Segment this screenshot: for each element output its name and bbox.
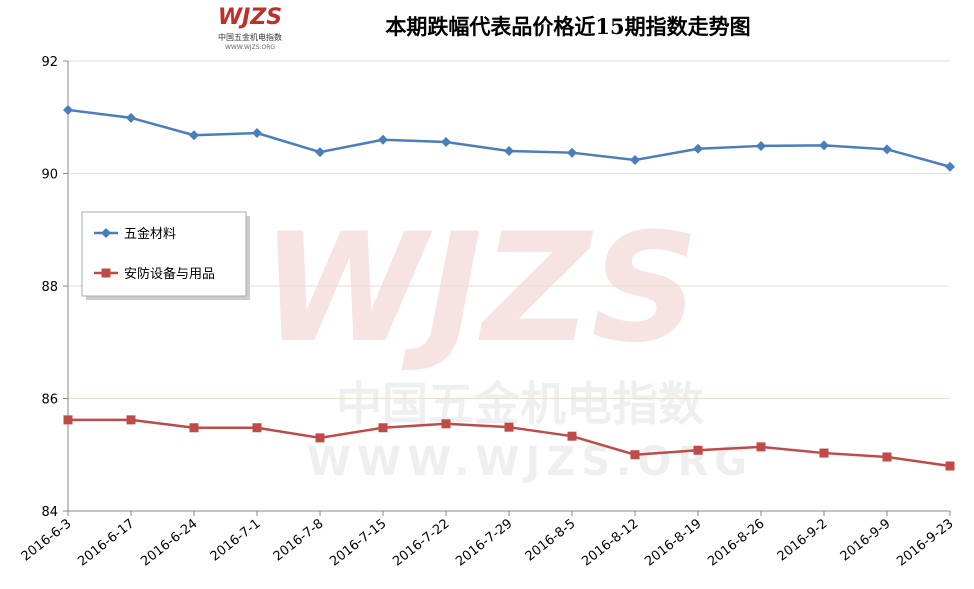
point [441,137,451,147]
x-tick-label: 2016-6-24 [138,516,200,569]
point [63,415,73,425]
point [693,445,703,455]
point [756,442,766,452]
point [819,448,829,458]
watermark: WJZS 中国五金机电指数 WWW.WJZS.ORG [261,202,753,485]
point [882,144,892,155]
point [63,104,73,115]
point [101,228,111,238]
point [378,134,388,145]
series-line [67,108,951,168]
x-tick-label: 2016-7-8 [271,516,327,564]
logo-name: 中国五金机电指数 [218,32,282,42]
x-tick-label: 2016-9-2 [775,516,831,564]
x-tick-label: 2016-6-3 [19,516,75,564]
x-tick-label: 2016-8-12 [579,516,641,569]
point [693,143,703,154]
watermark-url: WWW.WJZS.ORG [307,439,753,485]
legend-label: 安防设备与用品 [124,266,215,282]
x-tick-label: 2016-7-22 [390,516,452,569]
x-tick-label: 2016-8-5 [523,516,579,564]
y-tick-label: 84 [41,505,58,520]
legend-box [81,211,247,297]
point [630,450,640,460]
legend-label: 五金材料 [124,226,176,242]
point [126,415,136,425]
x-tick-label: 2016-8-19 [642,516,704,569]
point [756,140,766,151]
logo: WJZS 中国五金机电指数 WWW.WJZS.ORG [218,5,282,51]
point [504,422,514,432]
point [189,130,199,141]
point [315,147,325,158]
point [441,419,451,429]
x-tick-label: 2016-7-15 [327,516,389,569]
logo-url: WWW.WJZS.ORG [225,44,275,51]
y-tick-label: 88 [41,280,58,295]
point [101,268,111,278]
point [945,161,955,172]
x-tick-label: 2016-6-17 [75,516,137,569]
chart-title: 本期跌幅代表品价格近15期指数走势图 [385,14,750,39]
point [315,433,325,443]
y-tick-label: 92 [41,55,58,70]
y-tick-label: 86 [41,393,58,408]
x-tick-label: 2016-8-26 [705,516,767,569]
y-tick-label: 90 [41,168,58,183]
point [945,461,955,471]
x-tick-label: 2016-7-1 [208,516,264,564]
x-tick-label: 2016-7-29 [453,516,515,569]
point [252,423,262,433]
point [504,146,514,156]
point [882,452,892,462]
point [630,155,640,165]
point [252,128,262,138]
point [567,431,577,441]
logo-mark: WJZS [218,5,282,30]
x-tick-label: 2016-9-9 [838,516,894,564]
point [126,112,136,123]
watermark-name: 中国五金机电指数 [336,377,704,431]
watermark-mark: WJZS [261,202,699,376]
point [567,147,577,158]
point [819,140,829,151]
x-tick-label: 2016-9-23 [894,516,956,569]
point [378,423,388,433]
point [189,423,199,433]
